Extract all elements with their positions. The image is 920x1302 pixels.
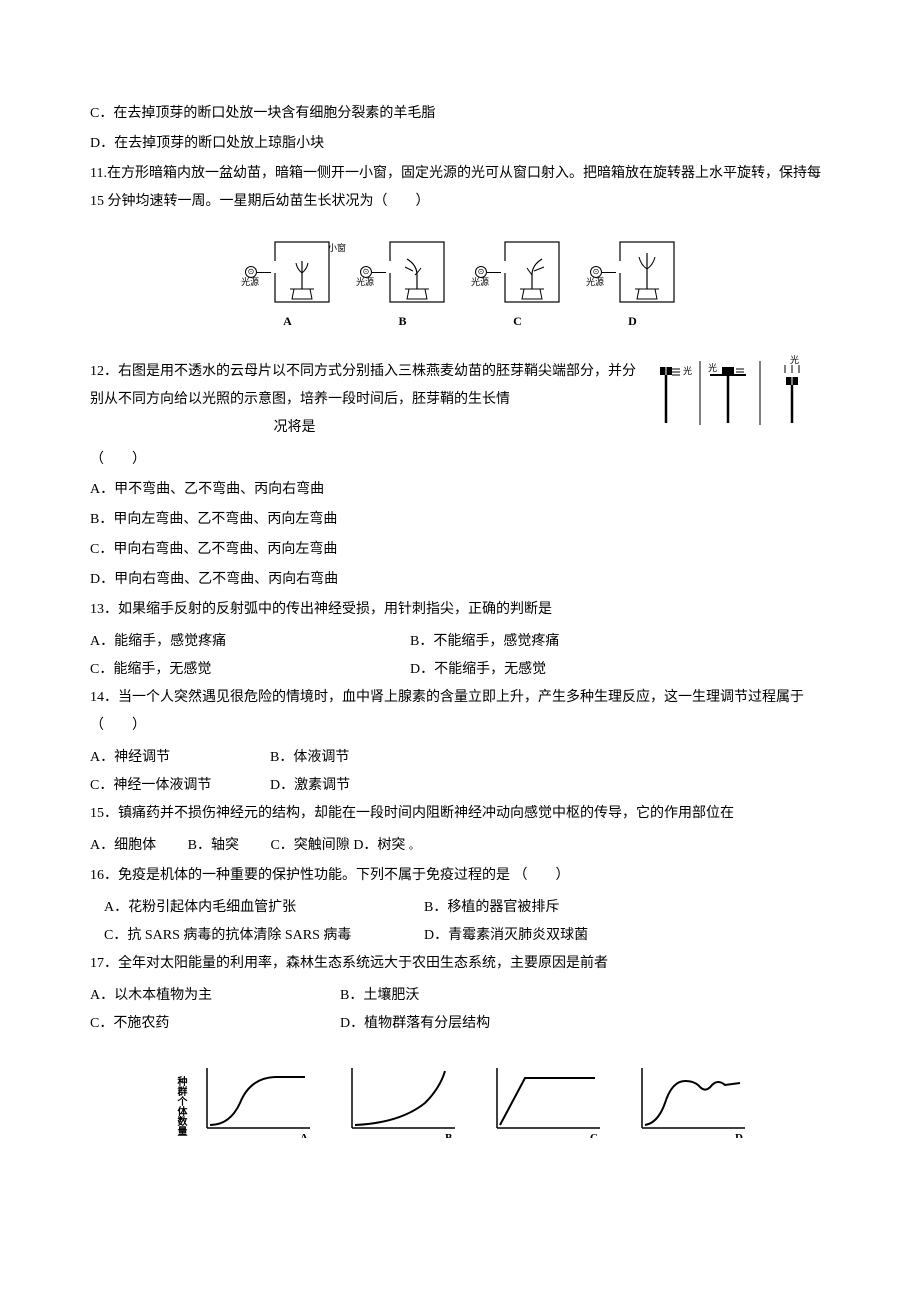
q17-option-a: A．以木本植物为主 [90,982,340,1010]
q11-figure-row: ⊙ 小窗 光源 A ⊙ [90,241,830,333]
svg-text:光: 光 [708,362,717,373]
q17-option-d: D．植物群落有分层结构 [340,1010,490,1038]
q10-option-c: C．在去掉顶芽的断口处放一块含有细胞分裂素的羊毛脂 [90,100,830,128]
svg-text:C: C [590,1132,598,1138]
q13-stem: 13．如果缩手反射的反射弧中的传出神经受损，用针刺指尖，正确的判断是 [90,596,830,624]
q12-option-c: C．甲向右弯曲、乙不弯曲、丙向左弯曲 [90,536,830,564]
box-svg-c [504,241,560,303]
q12-option-a: A．甲不弯曲、乙不弯曲、丙向右弯曲 [90,476,830,504]
q15-option-a: A．细胞体 [90,838,156,853]
q16-option-b: B．移植的器官被排斥 [424,894,559,922]
q17-stem: 17．全年对太阳能量的利用率，森林生态系统远大于农田生态系统，主要原因是前者 [90,950,830,978]
svg-text:光: 光 [683,365,692,376]
q11-fig-b: ⊙ 光源 B [360,241,445,333]
q12-figure: 光 光 光 [650,353,830,444]
q11-stem: 11.在方形暗箱内放一盆幼苗，暗箱一侧开一小窗，固定光源的光可从窗口射入。把暗箱… [90,160,830,216]
graph-b: B [340,1063,460,1149]
q11-label-d: D [628,309,637,333]
q12-stem: 光 光 光 12．右图是用不透水的云母片以不同方式分别插入三株燕麦幼苗的胚芽鞘尖… [90,358,830,442]
q13-option-d: D．不能缩手，无感觉 [410,656,546,684]
light-label-d: 光源 [586,273,604,291]
q11-fig-c: ⊙ 光源 C [475,241,560,333]
q16-option-d: D．青霉素消灭肺炎双球菌 [424,922,588,950]
q15-options: A．细胞体 B．轴突 C．突触间隙 D．树突 。 [90,832,830,860]
q16-option-a: A．花粉引起体内毛细血管扩张 [104,894,424,922]
graph-c: C [485,1063,605,1149]
q11-label-a: A [283,309,292,333]
q13-option-b: B．不能缩手，感觉疼痛 [410,628,559,656]
q15-option-c: C．突触间隙 [270,838,349,853]
window-label: 小窗 [328,239,346,257]
svg-text:D: D [735,1132,743,1138]
q13-option-c: C．能缩手，无感觉 [90,656,410,684]
q11-label-c: C [513,309,522,333]
period-mark: 。 [409,841,419,852]
q10-option-d: D．在去掉顶芽的断口处放上琼脂小块 [90,130,830,158]
q11-label-b: B [398,309,406,333]
svg-text:A: A [300,1132,308,1138]
graph-d: D [630,1063,750,1149]
q14-option-d: D．激素调节 [270,772,350,800]
q14-option-a: A．神经调节 [90,744,270,772]
q11-fig-d: ⊙ 光源 D [590,241,675,333]
graph-a: A [195,1063,315,1149]
q13-option-a: A．能缩手，感觉疼痛 [90,628,410,656]
q12-option-d: D．甲向右弯曲、乙不弯曲、丙向右弯曲 [90,566,830,594]
light-label-b: 光源 [356,273,374,291]
svg-text:光: 光 [790,354,799,365]
q12-text-a: 12．右图是用不透水的云母片以不同方式分别插入三株燕麦幼苗的胚芽鞘尖端部分，并分… [90,364,636,407]
q17-option-c: C．不施农药 [90,1010,340,1038]
q14-stem: 14．当一个人突然遇见很危险的情境时，血中肾上腺素的含量立即上升，产生多种生理反… [90,684,830,740]
q17-option-b: B．土壤肥沃 [340,982,419,1010]
q16-stem: 16．免疫是机体的一种重要的保护性功能。下列不属于免疫过程的是 （ ） [90,862,830,890]
light-label-a: 光源 [241,273,259,291]
box-svg-a [274,241,330,303]
q12-text-b: 况将是 [274,420,316,435]
q15-option-d: D．树突 [353,838,405,853]
box-svg-d [619,241,675,303]
q11-fig-a: ⊙ 小窗 光源 A [245,241,330,333]
q14-option-c: C．神经一体液调节 [90,772,270,800]
y-axis-label: 种群个体数量 [170,1076,190,1136]
q16-option-c: C．抗 SARS 病毒的抗体清除 SARS 病毒 [104,922,424,950]
box-svg-b [389,241,445,303]
q12-paren: （ ） [90,446,830,474]
q15-stem: 15．镇痛药并不损伤神经元的结构，却能在一段时间内阻断神经冲动向感觉中枢的传导，… [90,800,830,828]
light-label-c: 光源 [471,273,489,291]
population-graphs: 种群个体数量 A B C D [90,1063,830,1149]
svg-text:B: B [445,1132,453,1138]
q15-option-b: B．轴突 [188,838,239,853]
q12-option-b: B．甲向左弯曲、乙不弯曲、丙向左弯曲 [90,506,830,534]
q14-option-b: B．体液调节 [270,744,349,772]
